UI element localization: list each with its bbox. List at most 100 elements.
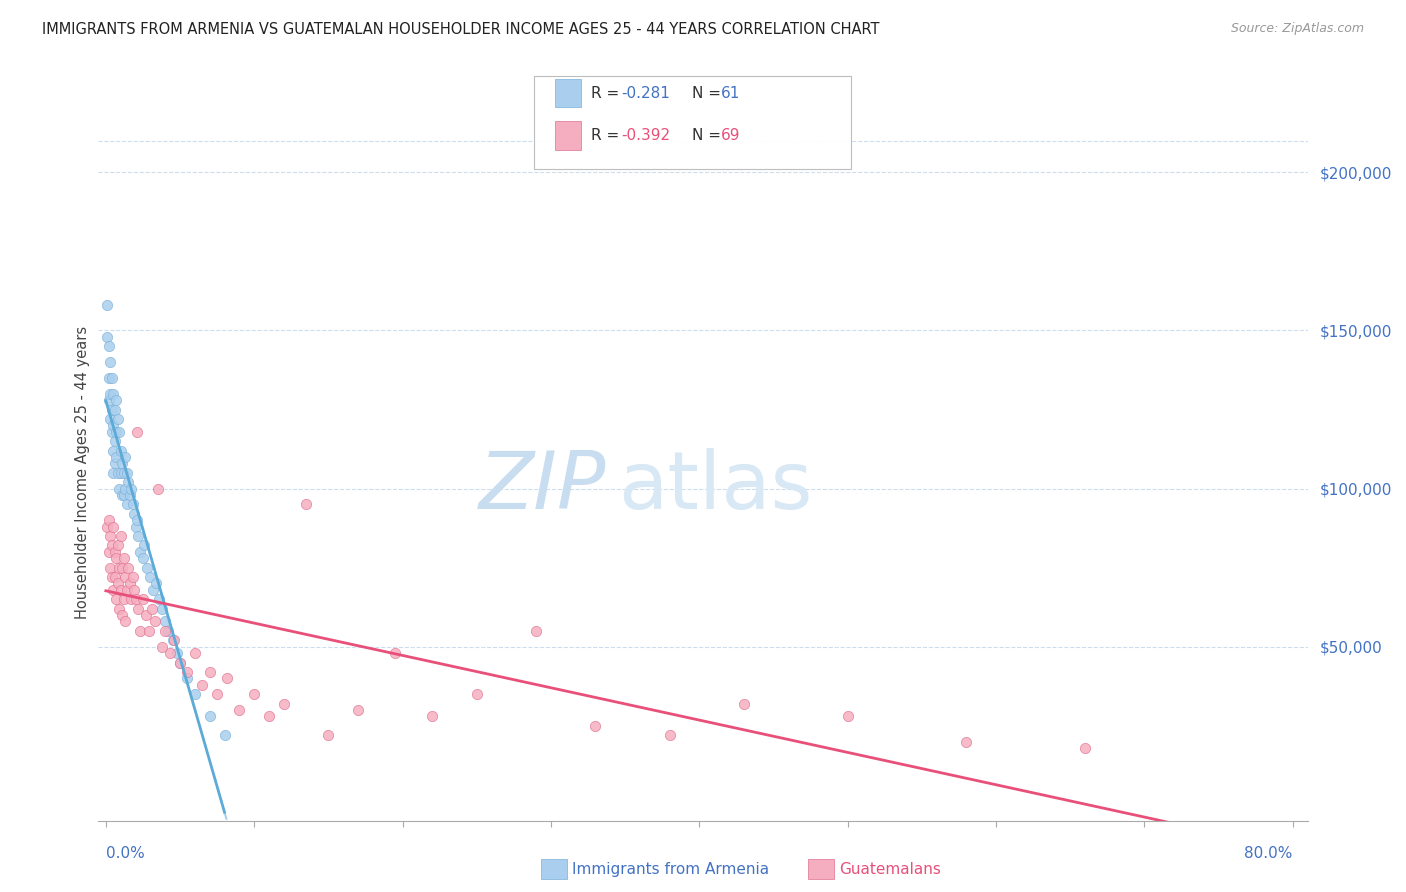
Text: IMMIGRANTS FROM ARMENIA VS GUATEMALAN HOUSEHOLDER INCOME AGES 25 - 44 YEARS CORR: IMMIGRANTS FROM ARMENIA VS GUATEMALAN HO… [42,22,880,37]
Point [114,450,136,464]
Text: -0.392: -0.392 [621,128,671,143]
Text: 0.0%: 0.0% [105,846,145,861]
Point [110,443,132,458]
Point [122,507,145,521]
Point [103,443,125,458]
Point [111,456,134,470]
Point [97,545,120,559]
Point [111,488,134,502]
Point [125,425,148,439]
Text: atlas: atlas [619,448,813,525]
Point [117,560,139,574]
Text: 69: 69 [721,128,741,143]
Point [115,582,138,597]
Point [157,624,180,638]
Point [1074,740,1097,755]
Point [105,592,128,607]
Point [107,466,129,480]
Point [132,551,155,566]
Point [97,371,120,385]
Point [150,640,173,654]
Point [100,570,122,584]
Point [103,582,125,597]
Point [108,601,131,615]
Point [118,488,141,502]
Point [104,434,127,449]
Point [198,709,221,723]
Point [111,608,134,623]
Text: Guatemalans: Guatemalans [839,863,941,877]
Point [243,687,266,701]
Point [143,615,166,629]
Point [98,560,121,574]
Point [153,624,176,638]
Point [114,570,136,584]
Point [105,551,128,566]
Text: R =: R = [591,128,624,143]
Point [132,592,155,607]
Point [176,665,198,679]
Point [114,615,136,629]
Point [114,482,136,496]
Point [214,728,236,742]
Point [228,703,250,717]
Point [465,687,488,701]
Point [191,678,214,692]
Point [97,513,120,527]
Text: R =: R = [591,86,624,101]
Point [98,529,121,543]
Point [166,646,188,660]
Point [121,497,143,511]
Point [141,601,163,615]
Point [163,633,186,648]
Point [104,402,127,417]
Point [110,466,132,480]
Point [150,601,173,615]
Point [108,425,131,439]
Point [148,592,170,607]
Point [139,570,162,584]
Point [169,656,191,670]
Point [184,687,207,701]
Point [159,646,181,660]
Text: N =: N = [692,128,725,143]
Point [295,497,318,511]
Point [105,425,128,439]
Point [117,475,139,490]
Point [384,646,406,660]
Point [129,545,152,559]
Point [111,560,134,574]
Point [100,402,122,417]
Point [97,392,120,407]
Point [115,497,138,511]
Point [107,412,129,426]
Point [112,551,135,566]
Point [100,539,122,553]
Point [733,697,755,711]
Point [169,656,191,670]
Point [524,624,547,638]
Point [112,488,135,502]
Text: 61: 61 [721,86,741,101]
Point [273,697,295,711]
Text: ZIP: ZIP [479,448,606,525]
Point [118,576,141,591]
Point [153,615,176,629]
Point [104,545,127,559]
Point [100,371,122,385]
Point [176,671,198,685]
Point [105,450,128,464]
Point [98,412,121,426]
Point [112,592,135,607]
Point [103,386,125,401]
Text: Source: ZipAtlas.com: Source: ZipAtlas.com [1230,22,1364,36]
Point [96,298,118,312]
Point [837,709,859,723]
Point [138,624,160,638]
Point [217,671,239,685]
Text: Immigrants from Armenia: Immigrants from Armenia [572,863,769,877]
Point [124,592,146,607]
Point [98,386,121,401]
Point [145,576,167,591]
Point [129,624,152,638]
